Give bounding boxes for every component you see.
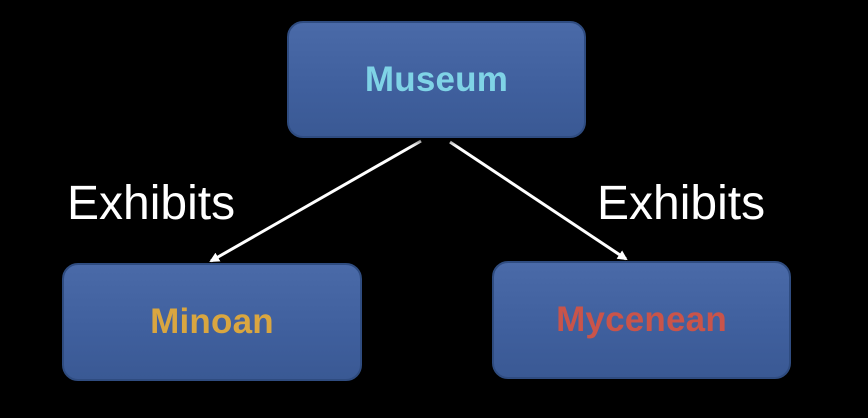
node-museum: Museum [287, 21, 586, 138]
node-museum-label: Museum [364, 59, 509, 99]
edge-label-left: Exhibits [67, 177, 236, 230]
node-mycenean-label: Mycenean [556, 300, 727, 339]
edge-arrow-museum-to-minoan [209, 139, 422, 263]
edge-arrow-museum-to-mycenean [449, 140, 628, 261]
edge-label-right: Exhibits [597, 177, 766, 230]
node-minoan-label: Minoan [150, 302, 274, 341]
node-mycenean: Mycenean [492, 261, 791, 379]
node-minoan: Minoan [62, 263, 362, 381]
